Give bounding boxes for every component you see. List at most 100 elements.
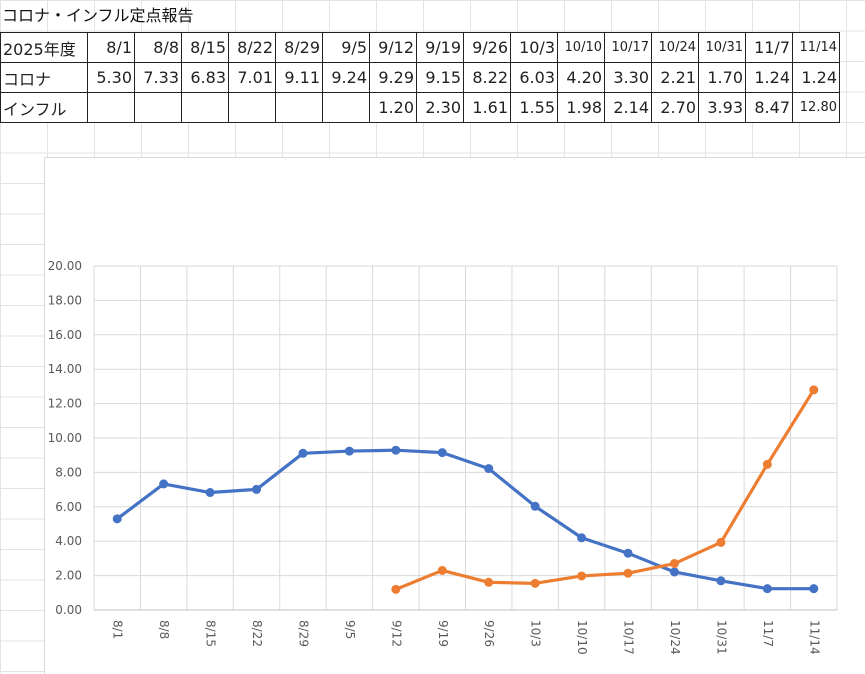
series-1-point: [159, 479, 169, 489]
date-header-cell[interactable]: 9/26: [463, 32, 511, 63]
y-tick-label: 6.00: [55, 500, 82, 514]
series-2-point: [391, 584, 401, 594]
value-cell[interactable]: 1.24: [792, 62, 840, 93]
value-cell[interactable]: 7.33: [134, 62, 182, 93]
value-cell[interactable]: 9.29: [369, 62, 417, 93]
y-tick-label: 12.00: [48, 397, 82, 411]
series-1-point: [344, 446, 354, 456]
series-2-point: [577, 571, 587, 581]
series-1-point: [530, 501, 540, 511]
row-label-cell[interactable]: コロナ: [0, 62, 88, 93]
value-cell[interactable]: [322, 92, 370, 123]
y-tick-label: 4.00: [55, 534, 82, 548]
date-header-cell[interactable]: 11/7: [745, 32, 793, 63]
value-cell[interactable]: 9.11: [275, 62, 323, 93]
date-header-cell[interactable]: 9/5: [322, 32, 370, 63]
date-header-cell[interactable]: 10/17: [604, 32, 652, 63]
y-tick-label: 16.00: [48, 328, 82, 342]
x-tick-label: 9/5: [343, 620, 357, 639]
series-2-point: [437, 565, 447, 575]
x-tick-label: 11/7: [761, 620, 775, 647]
x-tick-label: 8/29: [296, 620, 310, 647]
value-cell[interactable]: 3.93: [698, 92, 746, 123]
series-2-point: [530, 578, 540, 588]
date-header-cell[interactable]: 8/22: [228, 32, 276, 63]
value-cell[interactable]: [228, 92, 276, 123]
series-1-point: [669, 567, 679, 577]
value-cell[interactable]: 8.47: [745, 92, 793, 123]
value-cell[interactable]: 6.83: [181, 62, 229, 93]
value-cell[interactable]: [134, 92, 182, 123]
x-tick-label: 10/31: [714, 620, 728, 655]
date-header-cell[interactable]: 11/14: [792, 32, 840, 63]
row-label-cell[interactable]: インフル: [0, 92, 88, 123]
date-header-cell[interactable]: 8/29: [275, 32, 323, 63]
series-2-point: [484, 577, 494, 587]
series-1-point: [437, 448, 447, 458]
series-1-point: [762, 584, 772, 594]
series-1-point: [809, 584, 819, 594]
date-header-cell[interactable]: 10/10: [557, 32, 605, 63]
value-cell[interactable]: 6.03: [510, 62, 558, 93]
value-cell[interactable]: 9.24: [322, 62, 370, 93]
y-tick-label: 20.00: [48, 259, 82, 273]
x-tick-label: 9/19: [436, 620, 450, 647]
value-cell[interactable]: 1.70: [698, 62, 746, 93]
value-cell[interactable]: 3.30: [604, 62, 652, 93]
table-row: インフル 1.20 2.30 1.61 1.55 1.98 2.14 2.70 3.93 8.47…: [0, 92, 840, 123]
series-1-point: [205, 488, 215, 498]
table-header-row: 2025年度 8/1 8/8 8/15 8/22 8/29 9/5 9/12 9/19 9/26 1…: [0, 32, 840, 63]
date-header-cell[interactable]: 10/24: [651, 32, 699, 63]
y-tick-label: 8.00: [55, 465, 82, 479]
x-tick-label: 10/24: [668, 620, 682, 655]
y-tick-label: 18.00: [48, 293, 82, 307]
value-cell[interactable]: 2.30: [416, 92, 464, 123]
series-2-point: [716, 537, 726, 547]
value-cell[interactable]: 7.01: [228, 62, 276, 93]
value-cell[interactable]: 2.70: [651, 92, 699, 123]
date-header-cell[interactable]: 9/19: [416, 32, 464, 63]
value-cell[interactable]: 5.30: [87, 62, 135, 93]
x-tick-label: 9/26: [482, 620, 496, 647]
value-cell[interactable]: 1.55: [510, 92, 558, 123]
series-2-point: [809, 385, 819, 395]
value-cell[interactable]: [87, 92, 135, 123]
value-cell[interactable]: 9.15: [416, 62, 464, 93]
date-header-cell[interactable]: 10/31: [698, 32, 746, 63]
series-line-2: [394, 388, 816, 591]
value-cell[interactable]: [275, 92, 323, 123]
series-1-point: [716, 576, 726, 586]
series-line-1: [115, 448, 816, 591]
line-chart[interactable]: 0.00 2.00 4.00 6.00 8.00 10.00 12.00 14.00 16.00…: [44, 157, 865, 674]
series-2-point: [623, 568, 633, 578]
date-header-cell[interactable]: 8/15: [181, 32, 229, 63]
value-cell[interactable]: 1.24: [745, 62, 793, 93]
value-cell[interactable]: 1.98: [557, 92, 605, 123]
value-cell[interactable]: [181, 92, 229, 123]
value-cell[interactable]: 2.21: [651, 62, 699, 93]
x-tick-label: 10/10: [575, 620, 589, 655]
data-table: 2025年度 8/1 8/8 8/15 8/22 8/29 9/5 9/12 9/19 9/26 1…: [0, 32, 840, 123]
series-1-point: [623, 548, 633, 558]
value-cell[interactable]: 1.20: [369, 92, 417, 123]
chart-svg: 0.00 2.00 4.00 6.00 8.00 10.00 12.00 14.00 16.00…: [48, 259, 838, 655]
series-2-point: [762, 459, 772, 469]
date-header-cell[interactable]: 10/3: [510, 32, 558, 63]
date-header-cell[interactable]: 8/1: [87, 32, 135, 63]
value-cell[interactable]: 2.14: [604, 92, 652, 123]
x-tick-label: 11/14: [807, 620, 821, 655]
x-tick-label: 8/1: [111, 620, 125, 639]
series-1-point: [484, 464, 494, 474]
date-header-cell[interactable]: 8/8: [134, 32, 182, 63]
value-cell[interactable]: 12.80: [792, 92, 840, 123]
value-cell[interactable]: 8.22: [463, 62, 511, 93]
table-header-label[interactable]: 2025年度: [0, 32, 88, 63]
sheet-title[interactable]: コロナ・インフル定点報告: [2, 6, 194, 25]
date-header-cell[interactable]: 9/12: [369, 32, 417, 63]
series-2-point: [669, 559, 679, 569]
series-1-point: [112, 514, 122, 524]
value-cell[interactable]: 1.61: [463, 92, 511, 123]
x-tick-label: 8/22: [250, 620, 264, 647]
x-tick-label: 10/3: [529, 620, 543, 647]
value-cell[interactable]: 4.20: [557, 62, 605, 93]
